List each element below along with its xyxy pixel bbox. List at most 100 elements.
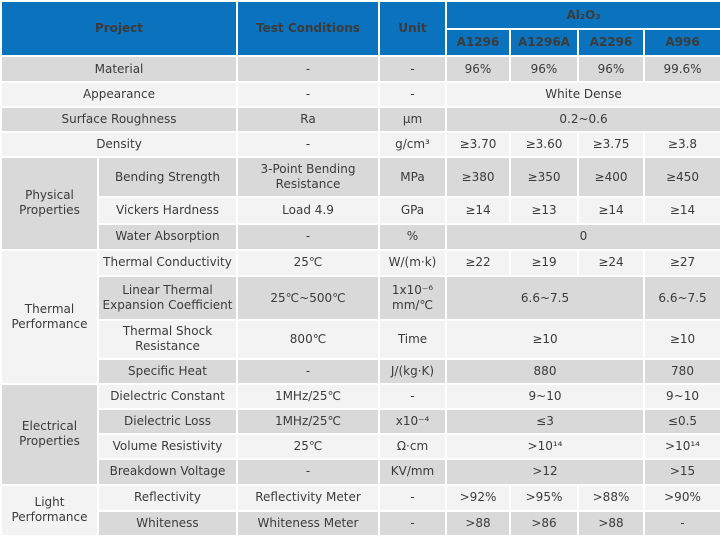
table-row: Vickers Hardness Load 4.9 GPa ≥14 ≥13 ≥1…	[1, 196, 720, 225]
table-row: Light Performance Reflectivity Reflectiv…	[0, 483, 720, 537]
value-cell: >95%	[509, 483, 579, 512]
row-label: Density	[0, 130, 238, 159]
unit-cell: W/(m·k)	[378, 248, 447, 278]
row-label: Linear Thermal Expansion Coefficient	[97, 275, 238, 322]
value-cell: 96%	[577, 55, 645, 83]
row-label: Volume Resistivity	[97, 433, 238, 461]
row-label: Bending Strength	[97, 156, 238, 199]
table-row: Volume Resistivity 25℃ Ω·cm >10¹⁴ >10¹⁴	[1, 433, 720, 461]
unit-cell: -	[378, 80, 447, 108]
group-cell-physical-properties: Physical Properties	[0, 156, 99, 251]
value-cell: 9~10	[643, 382, 720, 411]
value-cell: ≥27	[643, 248, 720, 278]
value-cell: ≥350	[509, 156, 579, 199]
value-cell: >15	[643, 458, 720, 486]
header-grade-a1296a: A1296A	[509, 28, 579, 58]
value-cell: ≥3.60	[509, 130, 579, 159]
value-cell: ≥14	[445, 196, 511, 225]
table-row: Dielectric Loss 1MHz/25℃ x10⁻⁴ ≤3 ≤0.5	[1, 407, 720, 436]
unit-cell: -	[378, 483, 447, 512]
unit-cell: KV/mm	[378, 458, 447, 486]
table-row: Specific Heat - J/(kg·K) 880 780	[1, 357, 720, 385]
table-row: Surface Roughness Ra µm 0.2~0.6	[0, 105, 720, 133]
row-label: Specific Heat	[97, 357, 238, 385]
unit-cell: Ω·cm	[378, 433, 447, 461]
value-cell-span3: >12	[445, 458, 645, 486]
value-cell: 96%	[509, 55, 579, 83]
value-cell-span3: 880	[445, 357, 645, 385]
value-cell-span3: >10¹⁴	[445, 433, 645, 461]
test-condition-cell: 25℃	[236, 248, 380, 278]
value-cell: ≥19	[509, 248, 579, 278]
value-cell: 99.6%	[643, 55, 720, 83]
table-row: Thermal Shock Resistance 800℃ Time ≥10 ≥…	[1, 319, 720, 360]
row-label: Dielectric Constant	[97, 382, 238, 411]
row-label: Dielectric Loss	[97, 407, 238, 436]
test-condition-cell: -	[236, 55, 380, 83]
value-cell: >10¹⁴	[643, 433, 720, 461]
value-cell: ≥14	[577, 196, 645, 225]
test-condition-cell: -	[236, 458, 380, 486]
row-label: Reflectivity	[97, 483, 238, 512]
value-cell: ≥400	[577, 156, 645, 199]
unit-cell: x10⁻⁴	[378, 407, 447, 436]
table-row: Water Absorption - % 0	[1, 222, 720, 251]
test-condition-cell: -	[236, 130, 380, 159]
header-test-conditions: Test Conditions	[236, 0, 380, 58]
value-cell-span: 0.2~0.6	[445, 105, 720, 133]
value-cell: ≥380	[445, 156, 511, 199]
value-cell: >88%	[577, 483, 645, 512]
value-cell: >92%	[445, 483, 511, 512]
value-cell: ≥3.70	[445, 130, 511, 159]
test-condition-cell: Whiteness Meter	[236, 509, 380, 537]
value-cell: >90%	[643, 483, 720, 512]
value-cell-span3: 9~10	[445, 382, 645, 411]
row-label: Vickers Hardness	[97, 196, 238, 225]
value-cell: ≥3.75	[577, 130, 645, 159]
unit-cell: 1x10⁻⁶ mm/℃	[378, 275, 447, 322]
value-cell: ≥22	[445, 248, 511, 278]
test-condition-cell: 1MHz/25℃	[236, 382, 380, 411]
row-label: Thermal Shock Resistance	[97, 319, 238, 360]
value-cell-span: 0	[445, 222, 720, 251]
value-cell-span3: 6.6~7.5	[445, 275, 645, 322]
unit-cell: -	[378, 382, 447, 411]
value-cell-span: White Dense	[445, 80, 720, 108]
header-row-1: Project Test Conditions Unit Al₂O₃	[0, 0, 720, 58]
test-condition-cell: 800℃	[236, 319, 380, 360]
value-cell: >88	[445, 509, 511, 537]
group-cell-thermal-performance: Thermal Performance	[0, 248, 99, 385]
unit-cell: MPa	[378, 156, 447, 199]
table-row: Whiteness Whiteness Meter - >88 >86 >88 …	[1, 509, 720, 537]
value-cell: ≥450	[643, 156, 720, 199]
value-cell: 96%	[445, 55, 511, 83]
value-cell: 6.6~7.5	[643, 275, 720, 322]
row-label: Water Absorption	[97, 222, 238, 251]
test-condition-cell: -	[236, 80, 380, 108]
row-label: Material	[0, 55, 238, 83]
row-label: Appearance	[0, 80, 238, 108]
header-grade-a996: A996	[643, 28, 720, 58]
row-label: Surface Roughness	[0, 105, 238, 133]
unit-cell: g/cm³	[378, 130, 447, 159]
unit-cell: %	[378, 222, 447, 251]
test-condition-cell: -	[236, 357, 380, 385]
value-cell: 780	[643, 357, 720, 385]
header-unit: Unit	[378, 0, 447, 58]
table-row: Material - - 96% 96% 96% 99.6%	[0, 55, 720, 83]
table-row: Thermal Performance Thermal Conductivity…	[0, 248, 720, 385]
table-row: Electrical Properties Dielectric Constan…	[0, 382, 720, 486]
table-row: Physical Properties Bending Strength 3-P…	[0, 156, 720, 251]
value-cell: ≥14	[643, 196, 720, 225]
row-label: Breakdown Voltage	[97, 458, 238, 486]
value-cell: >86	[509, 509, 579, 537]
unit-cell: µm	[378, 105, 447, 133]
value-cell: >88	[577, 509, 645, 537]
value-cell: -	[643, 509, 720, 537]
unit-cell: GPa	[378, 196, 447, 225]
test-condition-cell: Reflectivity Meter	[236, 483, 380, 512]
value-cell: ≥24	[577, 248, 645, 278]
unit-cell: -	[378, 55, 447, 83]
